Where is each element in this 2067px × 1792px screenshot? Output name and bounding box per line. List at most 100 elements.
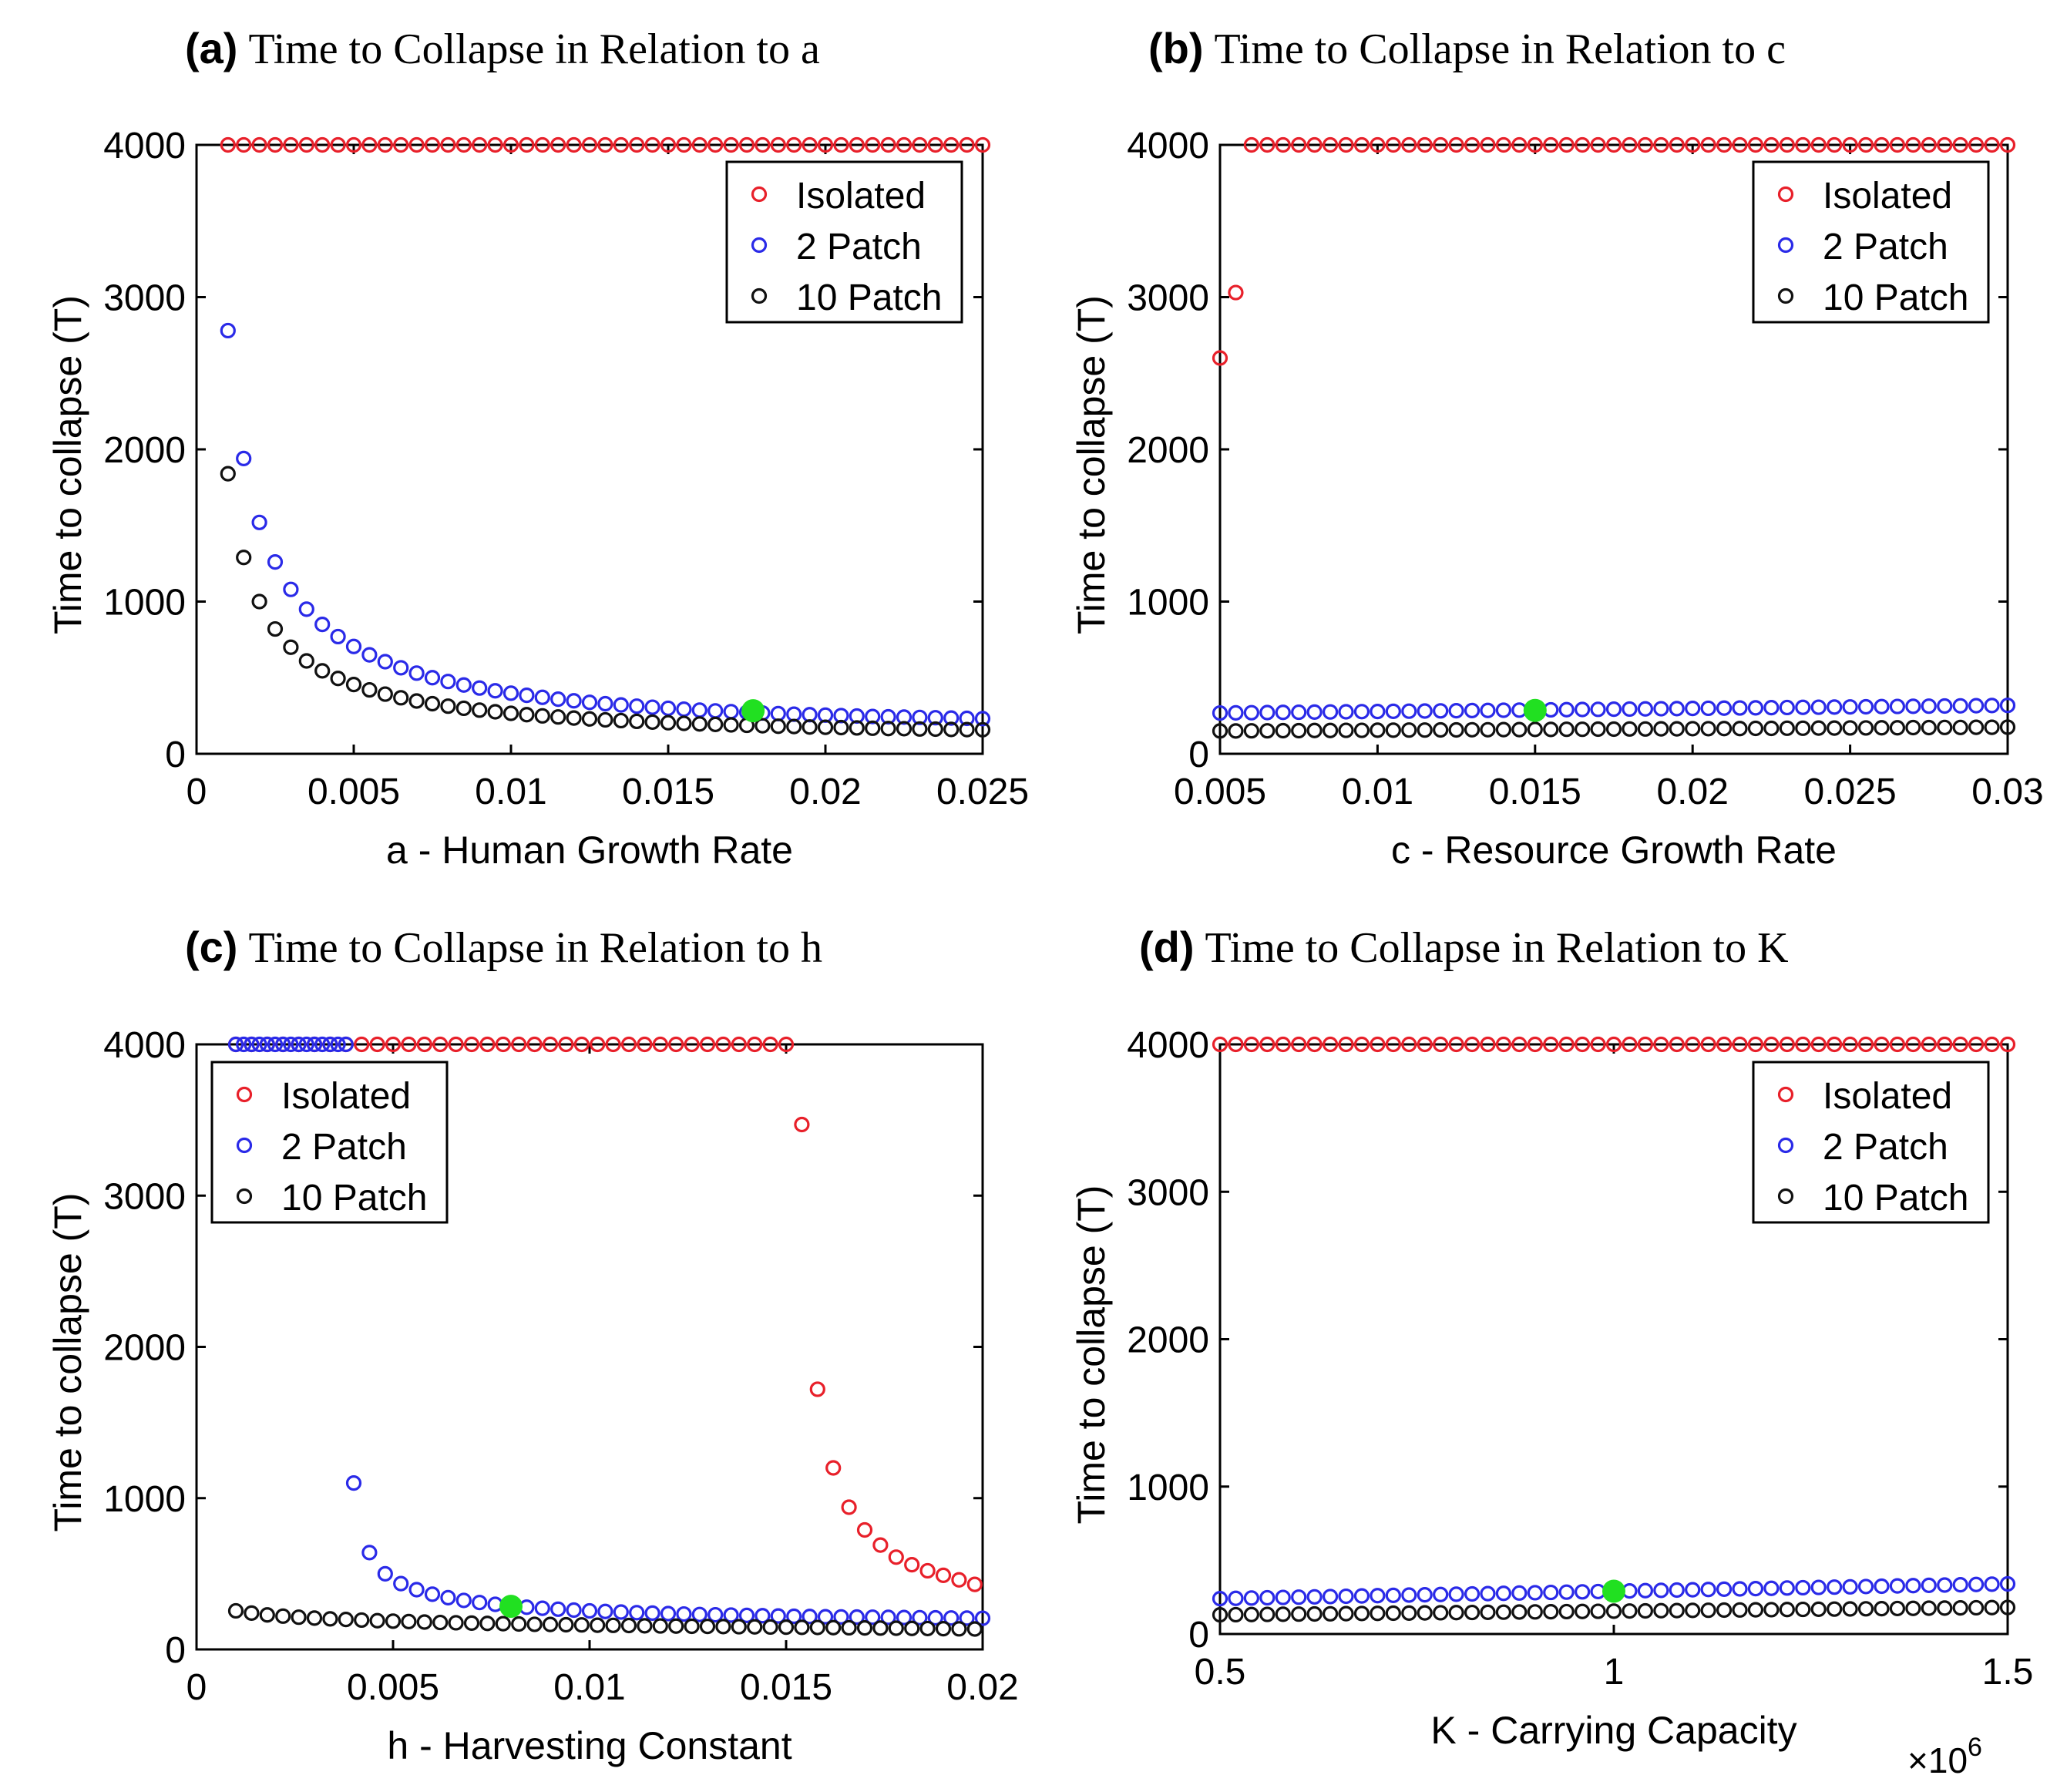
data-point	[1716, 721, 1733, 737]
data-point	[747, 1036, 763, 1053]
data-point	[487, 704, 503, 720]
data-point	[1984, 1576, 2000, 1592]
y-tick-label: 0	[1188, 735, 1209, 775]
data-point	[1653, 1602, 1669, 1619]
x-tick-label: 0	[187, 772, 207, 812]
data-point	[472, 136, 488, 153]
data-point	[1779, 1036, 1795, 1053]
data-point	[1275, 1606, 1291, 1622]
data-point	[1212, 1607, 1228, 1623]
data-point	[511, 1615, 527, 1632]
data-point	[888, 1549, 904, 1565]
data-point	[1306, 1605, 1323, 1622]
data-point	[660, 700, 677, 717]
data-point	[1842, 1601, 1858, 1617]
data-point	[794, 1116, 810, 1133]
data-point	[629, 136, 645, 153]
y-tick-label: 4000	[103, 1025, 186, 1066]
data-point	[927, 136, 943, 153]
data-point	[1905, 1600, 1921, 1616]
chart-title-text: Time to Collapse in Relation to h	[248, 924, 822, 972]
data-point	[1732, 1036, 1748, 1053]
data-point	[1952, 698, 1968, 714]
data-point	[1874, 1578, 1890, 1595]
data-point	[951, 1572, 967, 1588]
data-point	[668, 1036, 684, 1053]
data-point	[1653, 1582, 1669, 1599]
data-point	[1511, 721, 1528, 738]
data-point	[1433, 703, 1449, 719]
data-point	[1921, 698, 1937, 714]
data-point	[723, 1607, 739, 1623]
data-point	[644, 714, 660, 731]
data-point	[1448, 703, 1464, 719]
data-point	[1653, 136, 1669, 153]
data-point	[1385, 1605, 1401, 1622]
data-point	[455, 1592, 472, 1609]
data-point	[723, 704, 739, 720]
legend-label: 2 Patch	[281, 1127, 407, 1168]
data-point	[1874, 720, 1890, 736]
data-point	[1984, 1599, 2000, 1615]
data-point	[479, 1036, 496, 1053]
data-point	[1275, 136, 1291, 153]
data-point	[369, 1036, 385, 1053]
data-point	[1401, 1587, 1417, 1603]
data-point	[738, 1607, 755, 1623]
data-point	[1605, 701, 1622, 718]
data-point	[1480, 1585, 1496, 1602]
legend-label: 10 Patch	[796, 277, 942, 318]
data-point	[1370, 1588, 1386, 1604]
data-point	[1212, 350, 1228, 366]
data-point	[778, 1036, 795, 1053]
data-point	[1370, 136, 1386, 153]
data-point	[275, 1036, 291, 1053]
data-point	[1827, 1579, 1843, 1595]
data-point	[1763, 1580, 1780, 1596]
x-tick-label: 0.02	[1656, 772, 1728, 812]
data-point	[267, 554, 284, 570]
data-point	[1306, 1589, 1323, 1605]
data-point	[1212, 723, 1228, 739]
data-point	[1810, 699, 1827, 715]
data-point	[1827, 1601, 1843, 1617]
data-point	[1259, 723, 1275, 739]
data-point	[1700, 1036, 1716, 1053]
x-tick-label: 0.02	[946, 1667, 1018, 1708]
data-point	[1685, 701, 1701, 717]
data-point	[1747, 720, 1764, 737]
data-point	[1291, 722, 1307, 739]
data-point	[220, 466, 236, 482]
data-point	[1795, 720, 1811, 736]
data-point	[236, 1036, 252, 1053]
data-point	[1827, 699, 1843, 715]
data-point	[244, 1605, 260, 1621]
data-point	[1433, 1586, 1449, 1602]
y-tick-label: 0	[1188, 1615, 1209, 1656]
data-point	[408, 693, 425, 709]
legend-label: Isolated	[281, 1076, 411, 1117]
legend-marker	[236, 1137, 253, 1154]
data-point	[1433, 721, 1449, 738]
data-point	[856, 1620, 873, 1636]
data-point	[448, 1615, 464, 1631]
data-point	[1401, 722, 1417, 738]
data-point	[1385, 136, 1401, 153]
data-point	[1322, 1605, 1339, 1622]
x-tick-label: 0.01	[1342, 772, 1413, 812]
legend-label: 2 Patch	[796, 227, 922, 267]
data-point	[1637, 1036, 1653, 1053]
data-point	[1558, 1036, 1575, 1053]
data-point	[1937, 1577, 1953, 1593]
panel-4: (d) Time to Collapse in Relation to K 0 100…	[1070, 923, 2033, 1780]
data-point	[1275, 1036, 1291, 1053]
series-10-patch	[1212, 719, 2016, 739]
data-point	[613, 136, 629, 153]
y-tick-label: 3000	[1127, 278, 1209, 319]
data-point	[644, 1605, 660, 1621]
data-point	[1637, 1602, 1653, 1619]
data-point	[1921, 1036, 1937, 1053]
data-point	[1511, 1036, 1528, 1053]
data-point	[1937, 1036, 1953, 1053]
data-point	[1590, 1603, 1606, 1619]
